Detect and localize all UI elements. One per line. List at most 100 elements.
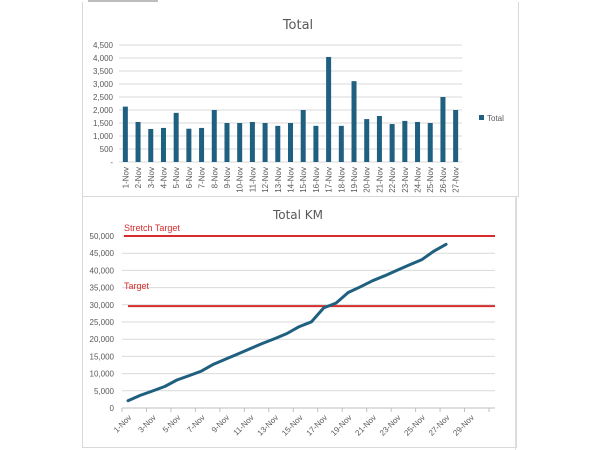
bar-xtick-label: 8-Nov	[210, 167, 219, 188]
bar-ytick-label: 1,500	[93, 119, 114, 128]
reference-label-stretch-target: Stretch Target	[124, 223, 180, 233]
bar-xtick-label: 27-Nov	[452, 167, 461, 193]
line-xtick-label: 17-Nov	[305, 413, 330, 438]
legend-swatch-total	[479, 115, 484, 120]
bar-legend: Total	[479, 114, 504, 123]
line-xtick-label: 27-Nov	[427, 413, 452, 438]
bar-ytick-label: 3,500	[93, 67, 114, 76]
bar[interactable]	[300, 110, 306, 162]
line-ytick-label: 45,000	[90, 249, 115, 258]
line-xtick-label: 11-Nov	[232, 413, 256, 437]
bar-xtick-label: 2-Nov	[134, 167, 143, 188]
line-ytick-label: 40,000	[90, 266, 115, 275]
bar[interactable]	[186, 128, 192, 162]
line-xtick-label: 23-Nov	[378, 413, 403, 438]
bar-xtick-label: 26-Nov	[439, 167, 448, 193]
bar[interactable]	[364, 119, 370, 162]
line-ytick-label: 20,000	[90, 335, 115, 344]
bar-xtick-label: 5-Nov	[172, 167, 181, 188]
bar[interactable]	[351, 81, 357, 162]
bar-xtick-label: 22-Nov	[388, 167, 397, 193]
bar-xtick-label: 19-Nov	[350, 167, 359, 193]
bar[interactable]	[211, 110, 217, 162]
bar[interactable]	[135, 121, 141, 162]
bar[interactable]	[427, 123, 433, 162]
line-ytick-label: 25,000	[90, 318, 115, 327]
bar-chart-title: Total	[282, 18, 313, 33]
bar-xtick-label: 18-Nov	[337, 167, 346, 193]
bar-xtick-label: 3-Nov	[147, 167, 156, 188]
bar[interactable]	[249, 121, 255, 162]
cumulative-km-line	[126, 242, 448, 403]
bar-ytick-label: 4,500	[93, 41, 114, 50]
bar[interactable]	[402, 120, 408, 162]
line-xtick-label: 9-Nov	[210, 413, 231, 434]
line-chart-title: Total KM	[272, 208, 323, 222]
line-xtick-label: 13-Nov	[256, 413, 281, 438]
bar[interactable]	[338, 125, 344, 162]
bar[interactable]	[262, 123, 268, 162]
line-ytick-label: 10,000	[90, 370, 115, 379]
bar-xtick-label: 9-Nov	[223, 167, 232, 188]
bar-ytick-label: 1,000	[93, 132, 114, 141]
bar[interactable]	[313, 125, 319, 162]
bar-xtick-label: 17-Nov	[325, 167, 334, 193]
reference-label-target: Target	[124, 281, 150, 291]
bar[interactable]	[288, 123, 293, 162]
bar-ytick-label: 2,500	[93, 93, 114, 102]
line-xtick-label: 19-Nov	[329, 413, 354, 438]
bar-xtick-label: 6-Nov	[185, 167, 194, 188]
bar[interactable]	[199, 127, 205, 162]
line-ytick-label: 35,000	[90, 284, 115, 293]
bar-ytick-label: 500	[100, 145, 114, 154]
line-xtick-label: 29-Nov	[451, 413, 476, 438]
bar-ytick-label: 4,000	[93, 54, 114, 63]
bar[interactable]	[237, 123, 243, 162]
line-ytick-label: 5,000	[94, 387, 115, 396]
bar[interactable]	[160, 127, 166, 162]
bar-xtick-label: 10-Nov	[236, 167, 245, 193]
bar[interactable]	[453, 110, 459, 162]
bar[interactable]	[148, 128, 154, 162]
line-xtick-label: 21-Nov	[353, 413, 378, 438]
bar[interactable]	[173, 112, 179, 162]
bar-xtick-label: 4-Nov	[159, 167, 168, 188]
line-ytick-label: 15,000	[90, 352, 115, 361]
bar-ytick-label: 2,000	[93, 106, 114, 115]
bar-xtick-label: 12-Nov	[261, 167, 270, 193]
bar[interactable]	[326, 56, 332, 162]
bar-xtick-label: 14-Nov	[287, 167, 296, 193]
legend-label-total: Total	[487, 114, 504, 123]
bar-xtick-label: 24-Nov	[414, 167, 423, 193]
bar[interactable]	[122, 106, 128, 162]
bar[interactable]	[415, 121, 421, 162]
line-xtick-label: 7-Nov	[185, 413, 206, 434]
line-ytick-label: 0	[110, 404, 115, 413]
bar-ytick-label: -	[110, 158, 113, 167]
bar-chart-frame[interactable]	[82, 2, 519, 197]
bar-xtick-label: 20-Nov	[363, 167, 372, 193]
bar-xtick-label: 16-Nov	[312, 167, 321, 193]
bar-xtick-label: 21-Nov	[375, 167, 384, 193]
line-xtick-label: 15-Nov	[280, 413, 305, 438]
bar[interactable]	[389, 124, 395, 162]
bar-xtick-label: 11-Nov	[248, 167, 257, 192]
line-xtick-label: 1-Nov	[112, 413, 133, 434]
line-ytick-label: 50,000	[90, 232, 115, 241]
bar-chart: Total - 500 1,000 1,500 2,000 2,500 3,000 3,500…	[93, 18, 504, 193]
bar-xtick-label: 15-Nov	[299, 167, 308, 193]
line-xtick-label: 3-Nov	[136, 413, 157, 434]
bar-xtick-label: 25-Nov	[426, 167, 435, 193]
bar[interactable]	[376, 115, 382, 162]
bar[interactable]	[224, 123, 230, 162]
line-xtick-label: 25-Nov	[402, 413, 427, 438]
sheet-column-border	[515, 196, 516, 450]
bar-ytick-label: 3,000	[93, 80, 114, 89]
bar-xtick-label: 1-Nov	[121, 167, 130, 188]
bar-xtick-label: 23-Nov	[401, 167, 410, 193]
bar[interactable]	[440, 97, 446, 162]
line-ytick-label: 30,000	[90, 301, 115, 310]
bar-xtick-label: 13-Nov	[274, 167, 283, 193]
bar-xtick-label: 7-Nov	[198, 167, 207, 188]
bar[interactable]	[275, 125, 281, 162]
